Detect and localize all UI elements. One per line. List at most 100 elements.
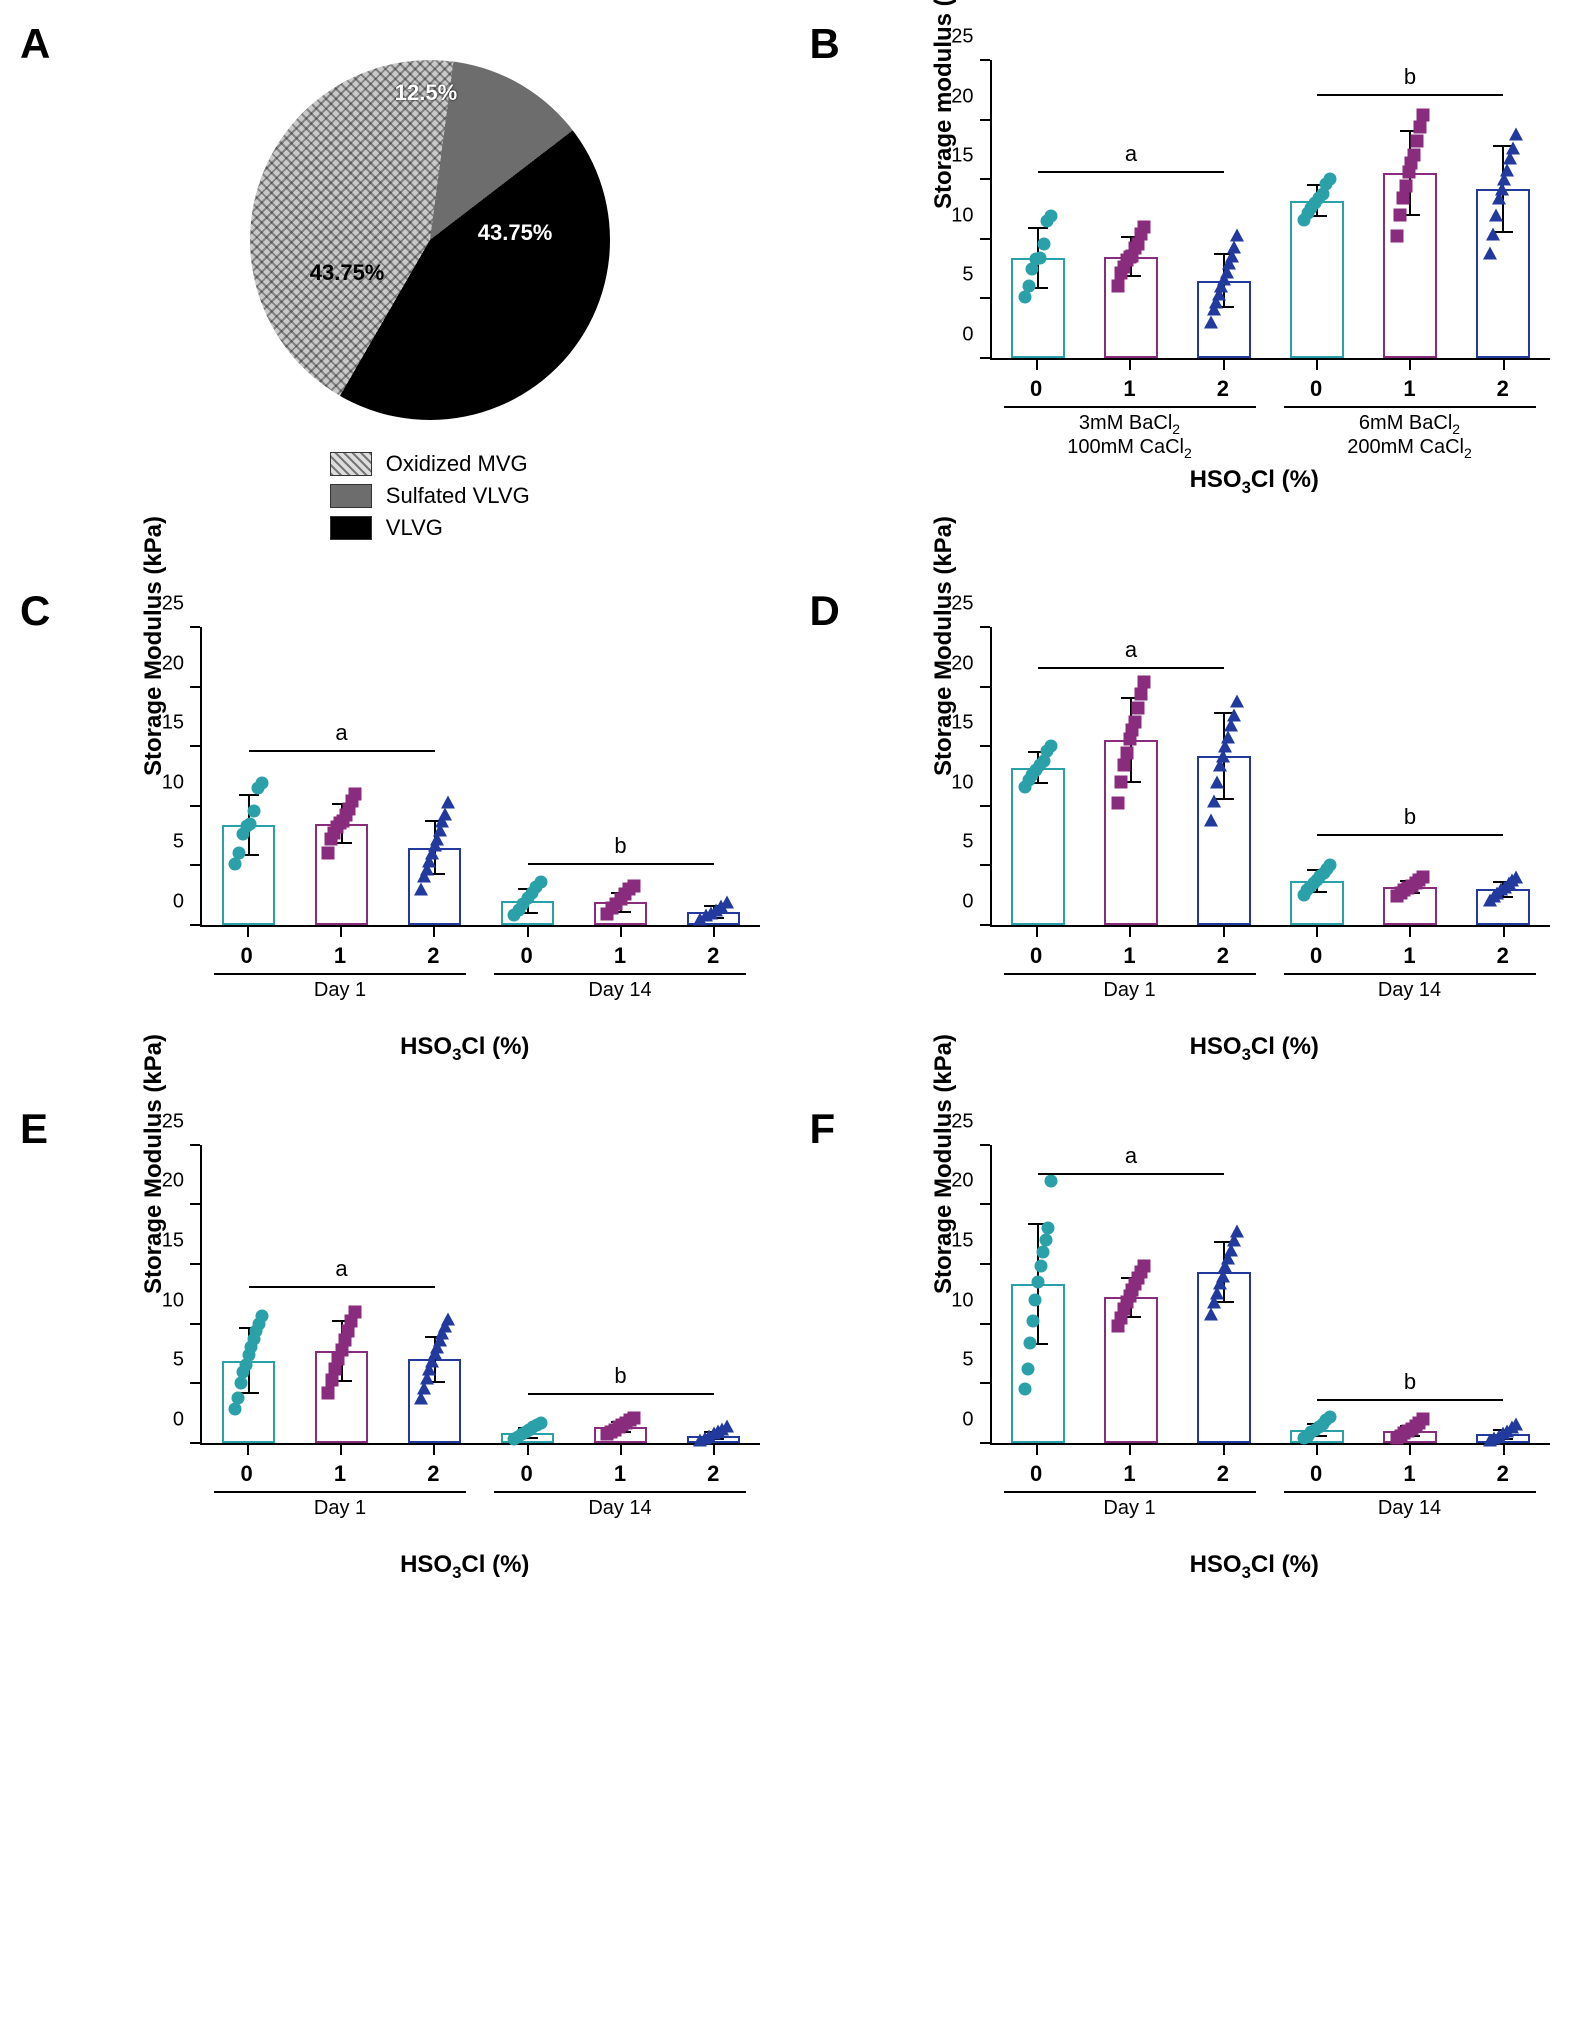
panel-label: E (20, 1105, 48, 1153)
error-bar (1409, 130, 1411, 216)
data-point (1218, 740, 1232, 753)
significance-bar (1038, 171, 1224, 173)
bar-group (574, 627, 667, 925)
bracket-layer: Day 1Day 14 (200, 1445, 760, 1545)
error-bar (1502, 881, 1504, 898)
data-point (1045, 210, 1058, 223)
y-tick (190, 1144, 200, 1146)
y-tick (190, 1203, 200, 1205)
group-label: Day 1 (1103, 979, 1155, 1002)
data-point (1324, 1410, 1337, 1423)
data-point (250, 1324, 263, 1337)
y-tick (980, 1323, 990, 1325)
figure-grid: A43.75%12.5%43.75%Oxidized MVGSulfated V… (20, 20, 1569, 1583)
bracket-layer: 3mM BaCl2100mM CaCl26mM BaCl2200mM CaCl2 (990, 360, 1550, 460)
error-bar (1130, 236, 1132, 277)
x-axis-title: HSO3Cl (%) (940, 466, 1570, 498)
bar-group (295, 627, 388, 925)
data-point (1227, 1234, 1241, 1247)
y-axis-title: Storage Modulus (kPa) (140, 1034, 168, 1294)
chart-area: 0510152025Storage Modulus (kPa)ab012012D… (920, 1125, 1560, 1545)
significance-label: a (335, 720, 347, 746)
panel-c: C0510152025Storage Modulus (kPa)ab012012… (20, 587, 780, 1065)
y-tick-label: 5 (962, 1349, 991, 1372)
chart-area: 0510152025Storage Modulus (kPa)ab012012D… (130, 607, 770, 1027)
bar-chart: 0510152025Storage Modulus (kPa)ab012012D… (20, 1105, 780, 1583)
error-bar (1316, 184, 1318, 217)
bar-group (295, 1145, 388, 1443)
data-point (251, 781, 264, 794)
data-point (1126, 723, 1139, 736)
y-tick (190, 805, 200, 807)
scatter (574, 627, 667, 925)
legend-item: VLVG (330, 515, 530, 541)
significance-bar (1038, 1173, 1224, 1175)
x-axis-title: HSO3Cl (%) (940, 1551, 1570, 1583)
y-tick (980, 1263, 990, 1265)
bar-chart: 0510152025Storage modulus (kPa)ab0120123… (810, 20, 1570, 498)
error-bar (1502, 1429, 1504, 1441)
data-point (1320, 1414, 1333, 1427)
error-bar (620, 1421, 622, 1433)
y-tick-label: 0 (173, 1408, 202, 1431)
data-point (1417, 108, 1430, 121)
bars (202, 1145, 760, 1443)
error-bar (1409, 880, 1411, 894)
data-point (248, 804, 261, 817)
data-point (623, 1414, 636, 1427)
bar-group (1178, 1145, 1271, 1443)
data-point (1316, 187, 1329, 200)
group-underline (494, 1491, 746, 1493)
y-axis-title: Storage Modulus (kPa) (930, 1034, 958, 1294)
significance-bar (249, 750, 435, 752)
bar-group (992, 627, 1085, 925)
plot-area: 0510152025Storage Modulus (kPa)ab (990, 1145, 1550, 1445)
significance-label: a (1125, 637, 1137, 663)
data-point (1224, 718, 1238, 731)
data-point (1317, 866, 1330, 879)
pie-legend: Oxidized MVGSulfated VLVGVLVG (330, 445, 530, 547)
y-tick (980, 297, 990, 299)
data-point (1138, 675, 1151, 688)
chart-area: 0510152025Storage Modulus (kPa)ab012012D… (130, 1125, 770, 1545)
data-point (438, 808, 452, 821)
significance-bar (528, 1393, 714, 1395)
scatter (481, 627, 574, 925)
y-tick (980, 178, 990, 180)
legend-item: Sulfated VLVG (330, 483, 530, 509)
significance-label: a (1125, 141, 1137, 167)
error-bar (1037, 1223, 1039, 1345)
bar (1290, 201, 1344, 358)
group-underline (494, 973, 746, 975)
bar-group (1178, 60, 1271, 358)
data-point (1417, 1412, 1430, 1425)
legend-text: VLVG (386, 515, 443, 541)
data-point (1413, 1416, 1426, 1429)
y-tick (190, 864, 200, 866)
significance-label: b (1404, 64, 1416, 90)
data-point (530, 880, 543, 893)
data-point (1509, 127, 1523, 140)
error-bar (713, 905, 715, 919)
error-bar (341, 1320, 343, 1382)
x-axis-title: HSO3Cl (%) (150, 1033, 780, 1065)
y-tick (980, 1144, 990, 1146)
scatter (481, 1145, 574, 1443)
error-bar (248, 1327, 250, 1394)
bar-group (202, 627, 295, 925)
bar-group (1271, 627, 1364, 925)
y-tick-label: 5 (962, 264, 991, 287)
bar-group (1457, 60, 1550, 358)
x-axis-title: HSO3Cl (%) (150, 1551, 780, 1583)
data-point (438, 1319, 452, 1332)
y-tick (980, 805, 990, 807)
group-underline (214, 973, 466, 975)
pie-pct-label: 43.75% (478, 220, 553, 246)
plot-area: 0510152025Storage Modulus (kPa)ab (200, 1145, 760, 1445)
data-point (1505, 873, 1519, 886)
error-bar (1037, 751, 1039, 784)
bar-group (1178, 627, 1271, 925)
error-bar (1223, 712, 1225, 800)
y-tick (980, 626, 990, 628)
y-tick (190, 1442, 200, 1444)
